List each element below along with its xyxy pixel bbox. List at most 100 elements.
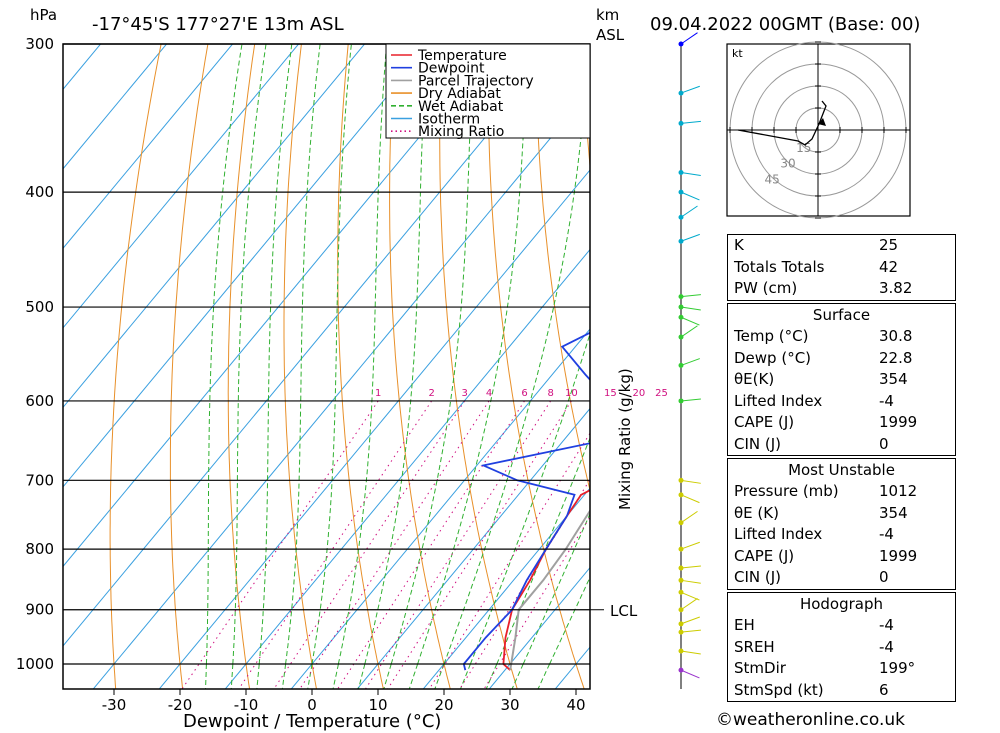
- series-group: [462, 331, 590, 671]
- row-label: Totals Totals: [734, 257, 825, 276]
- dry-adiabat-line: [389, 44, 451, 689]
- isotherm-line: [0, 0, 113, 694]
- legend-label: Isotherm: [418, 112, 480, 128]
- legend-label: Mixing Ratio: [418, 124, 504, 140]
- mixing-ratio-label: 6: [521, 388, 527, 399]
- row-label: Dewp (°C): [734, 348, 812, 367]
- wind-barb: [680, 565, 701, 569]
- isotherm-line: [290, 328, 590, 689]
- wet-adiabat-line: [469, 332, 590, 665]
- wind-barb: [680, 669, 700, 679]
- wind-barb: [680, 171, 701, 176]
- background-lines: [0, 0, 1000, 694]
- table-row: Totals Totals 42: [728, 257, 955, 279]
- isotherm-line: [488, 566, 590, 689]
- isotherm-line: [224, 248, 590, 689]
- row-label: CIN (J): [734, 434, 782, 453]
- datetime-label: 09.04.2022 00GMT (Base: 00): [650, 14, 920, 35]
- wind-barb: [680, 85, 700, 94]
- y-tick-label: 400: [25, 183, 54, 201]
- wet-adiabat-line: [522, 512, 590, 665]
- table-row: StmSpd (kt) 6: [728, 680, 955, 702]
- dry-adiabat-line: [227, 44, 256, 689]
- table-row: CIN (J) 0: [728, 434, 955, 456]
- table-row: EH -4: [728, 615, 955, 637]
- series-line-temperature: [502, 489, 590, 671]
- x-axis-title: Dewpoint / Temperature (°C): [183, 711, 441, 732]
- legend-label: Temperature: [417, 48, 507, 64]
- dry-adiabat-line: [980, 0, 1000, 694]
- row-value: 1999: [879, 413, 918, 431]
- isotherm-line: [356, 407, 590, 689]
- x-tick-label: 30: [500, 696, 519, 714]
- table-row: PW (cm) 3.82: [728, 278, 955, 300]
- wet-adiabat-line: [496, 436, 590, 665]
- wind-barb: [680, 579, 701, 584]
- axes-group: 300 400 500 600 700 800 900 1000 -30 -20 -10 0 10 20 3…: [16, 35, 668, 714]
- row-label: CIN (J): [734, 568, 782, 586]
- wet-adiabat-line: [311, 44, 352, 665]
- row-value: -4: [879, 525, 894, 543]
- row-value: 6: [879, 680, 889, 699]
- wet-adiabat-line: [337, 44, 388, 665]
- plot-frame: [62, 43, 591, 690]
- isotherm-line: [63, 44, 102, 91]
- wet-adiabat-line: [434, 663, 445, 689]
- wind-barb: [680, 510, 698, 524]
- wind-barb: [680, 205, 698, 218]
- row-label: θE(K): [734, 370, 775, 388]
- mixing-ratio-line: [364, 400, 552, 689]
- wind-barb: [680, 316, 700, 326]
- dry-adiabat-line: [283, 44, 317, 689]
- x-tick-label: -30: [102, 696, 127, 714]
- x-tick-label: -10: [234, 696, 259, 714]
- wind-barb: [680, 398, 701, 402]
- wind-barb: [680, 591, 700, 601]
- table-row: Temp (°C) 30.8: [728, 326, 955, 348]
- row-value: 22.8: [879, 348, 913, 367]
- x-tick-label: 0: [307, 696, 317, 714]
- dry-adiabat-line: [337, 44, 384, 689]
- mixing-ratio-label: 15: [604, 388, 617, 399]
- mixing-ratio-label: 3: [462, 388, 468, 399]
- table-row: θE(K) 354: [728, 369, 955, 391]
- location-title: -17°45'S 177°27'E 13m ASL: [92, 14, 344, 35]
- row-value: 0: [879, 434, 889, 453]
- credit-text: ©weatheronline.co.uk: [716, 710, 906, 730]
- x-tick-label: 20: [434, 696, 453, 714]
- legend-box: [385, 43, 591, 139]
- wind-barb: [680, 541, 700, 550]
- row-value: -4: [879, 637, 894, 656]
- series-line-dewpoint: [462, 331, 590, 671]
- most-unstable-table: Most Unstable Pressure (mb) 1012 θE (K) 354…: [727, 458, 956, 590]
- isotherm-line: [63, 44, 234, 250]
- series-line-parcel-trajectory: [509, 509, 590, 671]
- wet-adiabat-line: [417, 44, 528, 665]
- legend-label: Dry Adiabat: [418, 86, 501, 102]
- row-value: 25: [879, 236, 899, 254]
- mixing-ratio-label: 1: [375, 388, 381, 399]
- isotherm-line: [158, 169, 590, 689]
- most-unstable-title: Most Unstable: [788, 461, 895, 479]
- mixing-ratio-label: 20: [633, 388, 646, 399]
- wet-adiabat-line: [549, 576, 590, 665]
- mixing-ratio-label: 8: [547, 388, 553, 399]
- row-label: Temp (°C): [734, 327, 809, 345]
- x-tick-label: -20: [168, 696, 193, 714]
- row-label: StmDir: [734, 659, 786, 677]
- dry-adiabat-line: [487, 44, 585, 689]
- wind-barb: [680, 233, 700, 242]
- mixing-ratio-line: [181, 400, 379, 689]
- hodograph-ring-label: 45: [764, 173, 779, 187]
- mixing-ratio-label: 4: [486, 388, 492, 399]
- table-row: Dewp (°C) 22.8: [728, 348, 955, 370]
- wind-barb: [680, 294, 701, 298]
- wet-adiabat-line: [285, 44, 321, 665]
- hodograph-trace: [737, 100, 827, 146]
- table-row: Pressure (mb) 1012: [728, 481, 955, 503]
- table-row: CAPE (J) 1999: [728, 546, 955, 568]
- isotherm-line: [0, 0, 47, 694]
- x-tick-label: 10: [368, 696, 387, 714]
- isotherm-line: [422, 487, 590, 689]
